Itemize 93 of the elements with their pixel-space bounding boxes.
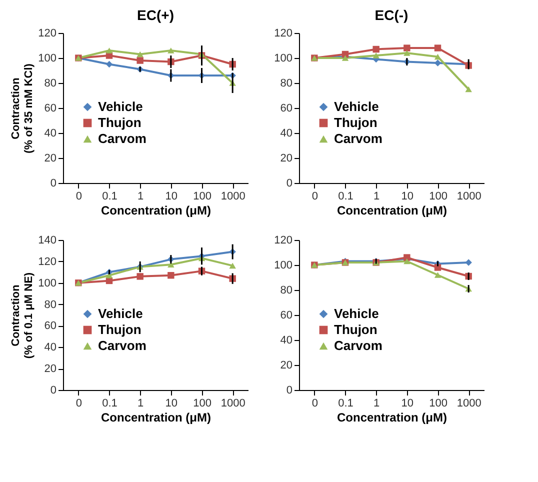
legend-label: Vehicle: [334, 306, 379, 321]
point: [404, 44, 410, 52]
point: [136, 51, 144, 58]
chart-title: EC(+): [137, 7, 174, 23]
point: [465, 86, 472, 92]
legend-label: Thujon: [98, 322, 142, 337]
point: [434, 44, 442, 52]
x-tick-label: 1000: [456, 190, 482, 202]
legend-label: Vehicle: [334, 99, 379, 114]
y-tick-label: 40: [44, 342, 56, 354]
legend-label: Thujon: [334, 322, 378, 337]
x-tick-label: 1: [138, 190, 144, 202]
legend-label: Carvom: [98, 131, 146, 146]
x-tick-label: 0.1: [102, 398, 118, 410]
y-tick-label: 100: [38, 277, 56, 290]
point: [136, 273, 144, 280]
x-tick-label: 100: [193, 190, 212, 202]
point: [168, 272, 174, 279]
x-tick-label: 1: [138, 398, 144, 410]
y-tick-label: 40: [44, 128, 56, 140]
y-tick-label: 80: [44, 78, 56, 90]
x-tick-label: 1: [374, 398, 380, 410]
x-tick-label: 1000: [220, 398, 246, 410]
y-axis-title: Contraction (% of 35 mM KCl): [10, 63, 36, 154]
x-axis-title: Concentration (μM): [337, 410, 447, 424]
x-axis-title: Concentration (μM): [101, 410, 211, 424]
x-tick-label: 1: [374, 190, 380, 202]
point: [136, 57, 144, 64]
legend-label: Thujon: [98, 115, 142, 130]
y-tick-label: 40: [280, 334, 292, 346]
x-tick-label: 1000: [456, 398, 482, 410]
point: [434, 54, 442, 60]
x-tick-label: 10: [165, 190, 178, 202]
x-tick-label: 0: [76, 190, 82, 202]
x-tick-label: 0.1: [338, 398, 354, 410]
y-tick-label: 100: [274, 260, 292, 272]
x-tick-label: 0.1: [338, 190, 354, 202]
point: [465, 259, 472, 266]
y-tick-label: 0: [50, 178, 56, 190]
point: [434, 272, 442, 278]
x-tick-label: 10: [401, 190, 414, 202]
point: [106, 48, 113, 54]
point: [106, 60, 113, 68]
x-tick-label: 0: [76, 398, 82, 410]
y-tick-label: 60: [280, 102, 292, 114]
x-tick-label: 100: [193, 398, 212, 410]
x-tick-label: 100: [429, 398, 448, 410]
legend-label: Carvom: [334, 338, 382, 353]
y-tick-label: 80: [44, 298, 56, 311]
x-tick-label: 10: [165, 398, 178, 410]
y-tick-label: 0: [286, 384, 292, 396]
point: [168, 262, 174, 268]
y-tick-label: 20: [44, 363, 56, 376]
y-tick-label: 20: [44, 152, 56, 164]
legend-label: Vehicle: [98, 306, 143, 321]
x-tick-label: 0: [312, 398, 318, 410]
y-tick-label: 60: [44, 102, 56, 114]
chart-title: EC(-): [374, 7, 408, 23]
y-axis-title: Contraction (% of 0.1 μM NE): [10, 272, 36, 359]
point: [372, 52, 380, 58]
point: [434, 60, 442, 66]
point: [404, 258, 410, 264]
point: [168, 48, 174, 54]
x-tick-label: 0: [312, 190, 318, 202]
y-tick-label: 0: [286, 178, 292, 190]
y-tick-label: 120: [274, 28, 292, 40]
y-tick-label: 120: [274, 234, 292, 246]
y-tick-label: 100: [274, 52, 292, 64]
x-axis-title: Concentration (μM): [101, 204, 211, 218]
y-tick-label: 120: [38, 28, 56, 40]
y-tick-label: 60: [280, 310, 292, 322]
legend-label: Vehicle: [98, 99, 143, 114]
x-tick-label: 1000: [220, 190, 246, 202]
x-axis-title: Concentration (μM): [337, 204, 447, 218]
legend-label: Carvom: [98, 338, 146, 353]
legend-label: Carvom: [334, 131, 382, 146]
y-tick-label: 120: [38, 256, 56, 268]
x-tick-label: 100: [429, 190, 448, 202]
y-tick-label: 20: [280, 360, 292, 372]
y-tick-label: 80: [280, 78, 292, 90]
x-tick-label: 10: [401, 398, 414, 410]
y-tick-label: 100: [38, 52, 56, 64]
y-tick-label: 80: [280, 284, 292, 296]
y-tick-label: 0: [50, 384, 56, 396]
y-tick-label: 60: [44, 320, 56, 332]
y-tick-label: 20: [280, 152, 292, 164]
point: [229, 262, 236, 269]
legend-label: Thujon: [334, 115, 378, 130]
y-tick-label: 140: [38, 234, 56, 246]
x-tick-label: 0.1: [102, 190, 118, 202]
y-tick-label: 40: [280, 128, 292, 140]
point: [404, 50, 410, 56]
point: [372, 46, 380, 53]
